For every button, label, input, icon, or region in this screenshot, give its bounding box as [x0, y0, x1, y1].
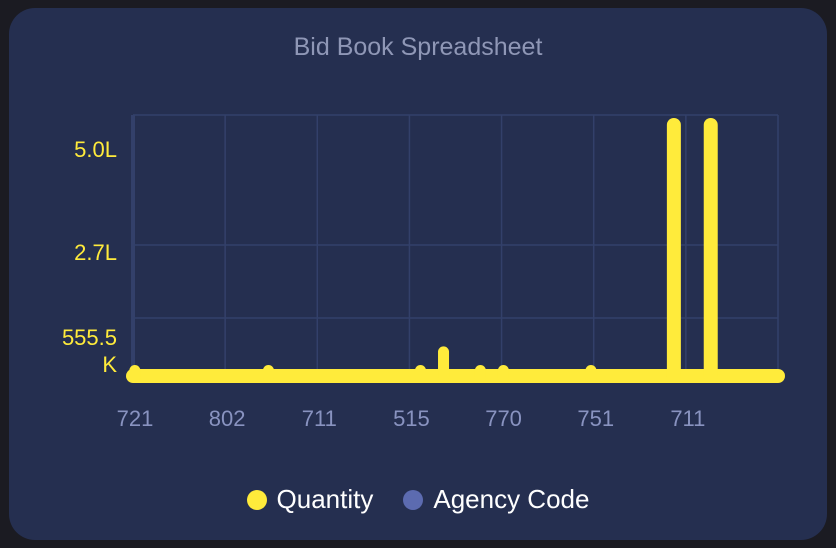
quantity-bar	[262, 365, 274, 383]
chart-title: Bid Book Spreadsheet	[293, 33, 543, 61]
x-tick-label: 721	[117, 406, 154, 431]
x-tick-label: 751	[577, 406, 614, 431]
legend-swatch-quantity	[246, 489, 267, 510]
y-tick-label: 5.0L	[74, 137, 117, 162]
y-tick-label: 2.7L	[74, 240, 117, 265]
legend-item-quantity[interactable]: Quantity	[246, 484, 374, 515]
quantity-bar	[438, 346, 450, 383]
y-tick-label: 555.5	[62, 325, 117, 350]
x-tick-label: 770	[485, 406, 522, 431]
legend-label-agency-code: Agency Code	[433, 484, 590, 514]
quantity-bar	[414, 365, 426, 383]
x-tick-label: 802	[209, 406, 246, 431]
quantity-bar	[585, 365, 597, 383]
chart-legend: Quantity Agency Code	[0, 484, 836, 515]
legend-swatch-agency-code	[403, 489, 424, 510]
x-tick-label: 711	[302, 406, 337, 431]
x-tick-label: 711	[670, 406, 705, 431]
quantity-bar	[666, 118, 681, 383]
quantity-bar	[474, 365, 486, 383]
x-tick-label: 515	[393, 406, 430, 431]
legend-item-agency-code[interactable]: Agency Code	[403, 484, 589, 515]
y-tick-label: K	[102, 352, 117, 377]
quantity-bar	[497, 365, 509, 383]
legend-label-quantity: Quantity	[276, 484, 374, 514]
chart-card	[9, 8, 827, 540]
quantity-bar	[703, 118, 718, 383]
quantity-bar	[129, 365, 141, 383]
